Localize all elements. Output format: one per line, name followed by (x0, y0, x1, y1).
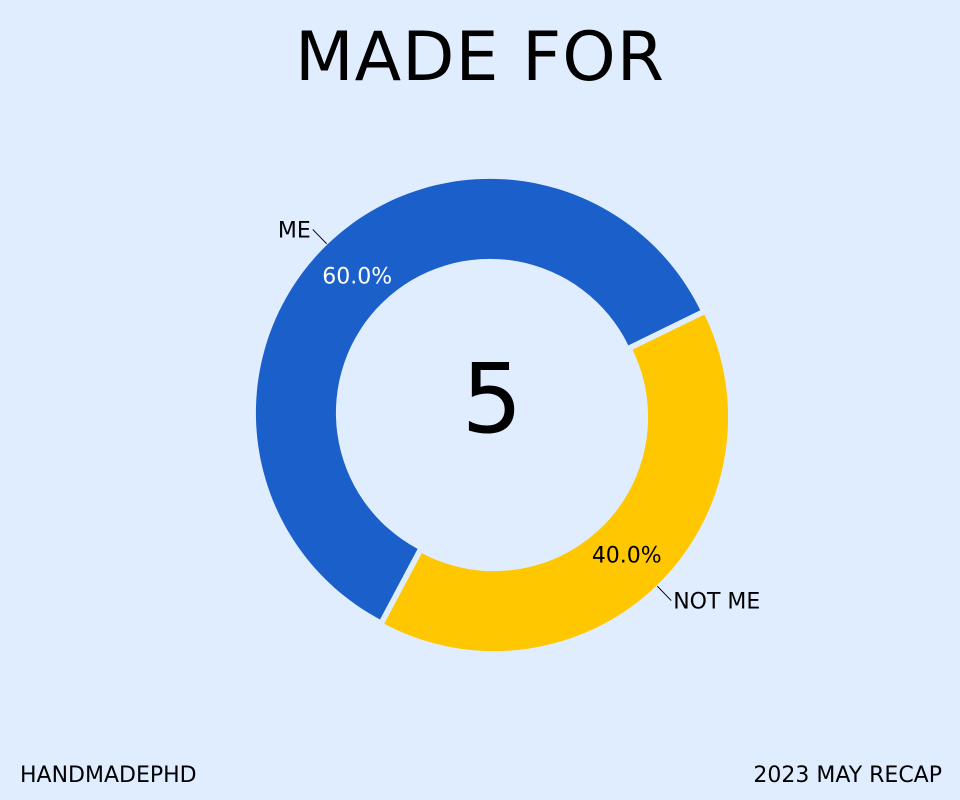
leader-line (656, 585, 672, 601)
slice-category-label: NOT ME (673, 590, 760, 615)
slice-category-label: ME (278, 218, 311, 243)
leader-line (312, 229, 328, 245)
footer-brand: HANDMADEPHD (20, 763, 197, 788)
center-label: 5 (461, 343, 522, 455)
slice-pct-label: 60.0% (322, 264, 392, 289)
page-title: MADE FOR (294, 18, 665, 97)
labels-group: 40.0% NOT ME 60.0% ME (278, 218, 760, 614)
slices-group (255, 178, 729, 652)
slice-not-me (384, 314, 729, 652)
slice-pct-label: 40.0% (592, 544, 662, 569)
slice-me (255, 178, 701, 620)
footer-recap: 2023 MAY RECAP (753, 763, 942, 788)
